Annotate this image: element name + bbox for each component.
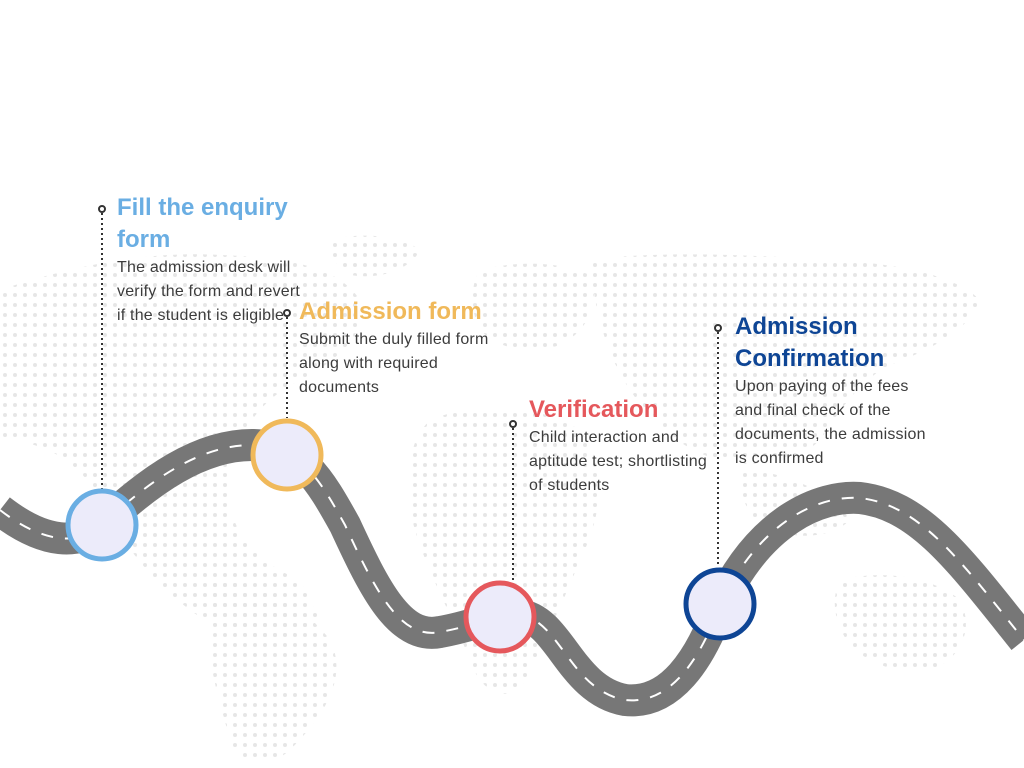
map-region-asia [590,254,980,464]
connector-step-3 [509,420,517,580]
step-description: Upon paying of the fees and final check … [735,378,926,467]
step-admission-confirmation: Admission Confirmation Upon paying of th… [735,311,935,471]
step-fill-enquiry-form: Fill the enquiry form The admission desk… [117,192,307,328]
milestone-step-3 [463,580,537,654]
step-admission-form: Admission form Submit the duly filled fo… [299,296,499,400]
connectors [98,205,722,580]
map-region-greenland [328,235,420,277]
step-verification: Verification Child interaction and aptit… [529,394,709,498]
step-title: Admission Confirmation [735,313,885,372]
milestones [65,418,757,654]
milestone-step-4 [683,567,757,641]
map-region-australia [834,575,966,672]
road-center-dashes [0,443,1024,702]
step-description: The admission desk will verify the form … [117,259,301,324]
step-title: Verification [529,396,659,423]
map-region-europe [472,263,594,350]
step-description: Child interaction and aptitude test; sho… [529,429,707,494]
map-region-south-america [207,580,337,763]
connector-step-4 [714,324,722,566]
step-description: Submit the duly filled form along with r… [299,331,489,396]
connector-step-1 [98,205,106,492]
milestone-step-2 [250,418,324,492]
step-title: Admission form [299,298,482,325]
step-title: Fill the enquiry form [117,194,288,253]
connector-step-2 [283,309,291,418]
milestone-step-1 [65,488,139,562]
map-region-north-america [0,254,362,639]
